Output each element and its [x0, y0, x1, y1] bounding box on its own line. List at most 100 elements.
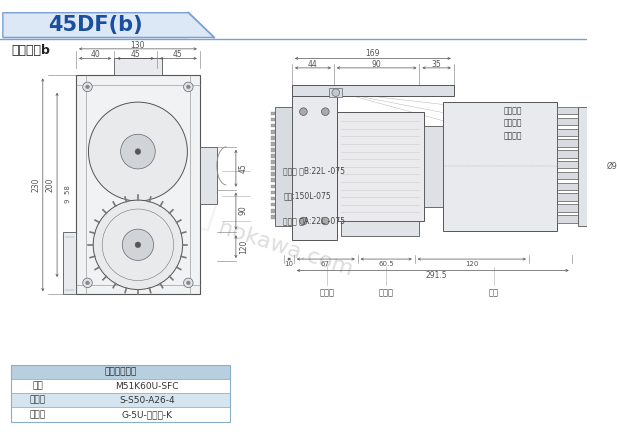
Bar	[337, 112, 424, 221]
Bar	[292, 85, 453, 97]
Bar	[271, 215, 275, 218]
Text: 離合器: 離合器	[379, 288, 394, 297]
Circle shape	[300, 217, 307, 225]
Text: 同步帶 輪B:22L -075: 同步帶 輪B:22L -075	[283, 166, 346, 175]
Bar	[271, 124, 275, 128]
Bar	[11, 393, 230, 408]
Bar	[271, 190, 275, 194]
Circle shape	[300, 108, 307, 116]
Bar	[443, 102, 557, 230]
Bar	[329, 88, 342, 97]
Bar	[557, 118, 578, 125]
Text: 皮帶輪式b: 皮帶輪式b	[11, 44, 51, 57]
Text: 野川精密: 野川精密	[121, 168, 222, 233]
Bar	[11, 379, 230, 393]
Bar	[63, 233, 76, 294]
Bar	[114, 58, 162, 75]
Text: 60.5: 60.5	[378, 261, 394, 267]
Bar	[578, 107, 592, 226]
Bar	[271, 179, 275, 182]
Text: Ø92: Ø92	[607, 162, 617, 171]
Text: 45: 45	[173, 50, 183, 59]
Circle shape	[321, 108, 329, 116]
Text: 10: 10	[284, 261, 294, 267]
Bar	[341, 221, 420, 236]
Bar	[11, 365, 230, 422]
Bar	[11, 365, 230, 379]
Text: 90: 90	[239, 206, 248, 215]
Text: 同步帶 輪A:22L -075: 同步帶 輪A:22L -075	[283, 217, 346, 225]
Text: 45DF(b): 45DF(b)	[48, 15, 143, 35]
Bar	[271, 172, 275, 176]
Bar	[557, 139, 578, 147]
Bar	[557, 150, 578, 158]
Text: 67: 67	[321, 261, 330, 267]
Circle shape	[83, 82, 93, 92]
Bar	[557, 215, 578, 222]
Text: 感應支架: 感應支架	[503, 131, 521, 140]
Bar	[271, 112, 275, 115]
Text: 40: 40	[90, 50, 100, 59]
Circle shape	[332, 89, 339, 97]
Bar	[557, 193, 578, 201]
Bar	[0, 11, 587, 39]
Bar	[271, 203, 275, 206]
Bar	[271, 197, 275, 200]
Circle shape	[86, 281, 89, 285]
Bar	[424, 126, 443, 207]
Bar	[557, 128, 578, 136]
Bar	[271, 142, 275, 146]
Bar	[271, 130, 275, 133]
Circle shape	[321, 217, 329, 225]
Text: 120: 120	[465, 261, 478, 267]
Bar	[271, 209, 275, 213]
Text: 感應凸輪: 感應凸輪	[503, 119, 521, 128]
Bar	[3, 13, 188, 38]
Bar	[292, 93, 337, 240]
Text: 230: 230	[31, 178, 41, 192]
Circle shape	[135, 242, 141, 248]
Bar	[557, 183, 578, 190]
Circle shape	[88, 102, 188, 201]
Text: 9  58: 9 58	[65, 186, 72, 203]
Circle shape	[93, 200, 183, 290]
Text: 馬達: 馬達	[32, 381, 43, 391]
Text: G-5U-減速比-K: G-5U-減速比-K	[122, 410, 173, 419]
Bar	[557, 161, 578, 168]
Text: 皮帶:150L-075: 皮帶:150L-075	[283, 192, 331, 201]
Text: 45: 45	[130, 50, 140, 59]
Circle shape	[83, 278, 93, 288]
Circle shape	[86, 85, 89, 89]
Text: 291.5: 291.5	[426, 271, 447, 280]
Bar	[557, 204, 578, 212]
Text: 減速機: 減速機	[320, 288, 334, 297]
Bar	[76, 75, 200, 294]
Text: 馬達: 馬達	[489, 288, 499, 297]
Text: M51K60U-SFC: M51K60U-SFC	[115, 381, 179, 391]
Circle shape	[186, 85, 190, 89]
Circle shape	[184, 82, 193, 92]
Circle shape	[184, 278, 193, 288]
Text: 90: 90	[372, 59, 381, 69]
Bar	[271, 166, 275, 170]
Text: 200: 200	[46, 178, 55, 192]
Bar	[271, 148, 275, 152]
Text: S-S50-A26-4: S-S50-A26-4	[119, 396, 175, 405]
Text: 35: 35	[432, 59, 441, 69]
Text: 45: 45	[239, 163, 248, 173]
Bar	[200, 147, 217, 204]
Bar	[275, 107, 292, 226]
Text: 電機配套部件: 電機配套部件	[105, 367, 137, 376]
Bar	[271, 185, 275, 188]
Text: 離合器: 離合器	[30, 396, 46, 405]
Circle shape	[122, 229, 154, 260]
Text: 169: 169	[366, 49, 380, 58]
Text: 減速機: 減速機	[30, 410, 46, 419]
Text: 120: 120	[239, 240, 248, 254]
Text: 感應開閘: 感應開閘	[503, 106, 521, 115]
Bar	[557, 107, 578, 114]
Polygon shape	[3, 13, 214, 38]
Bar	[11, 408, 230, 422]
Text: nokawa.com: nokawa.com	[215, 218, 355, 280]
Bar	[271, 160, 275, 164]
